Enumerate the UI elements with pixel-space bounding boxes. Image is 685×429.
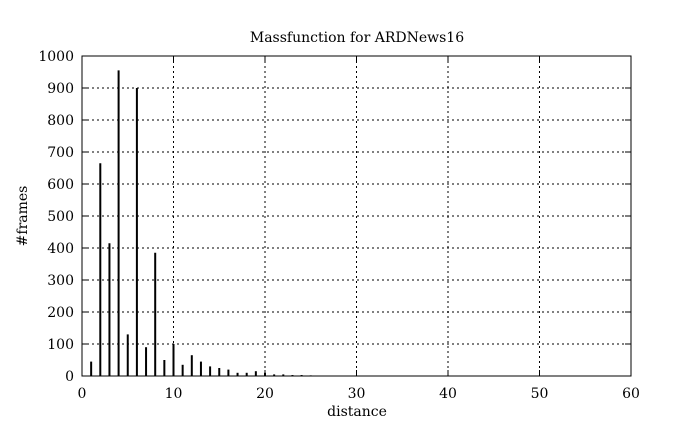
x-axis-label: distance xyxy=(327,404,387,420)
y-tick-label: 300 xyxy=(47,273,74,289)
y-tick-label: 500 xyxy=(47,209,74,225)
x-tick-label: 10 xyxy=(165,386,183,402)
x-tick-label: 50 xyxy=(531,386,549,402)
x-tick-label: 60 xyxy=(622,386,640,402)
plot-area-frame xyxy=(81,55,632,377)
y-tick-label: 800 xyxy=(47,113,74,129)
y-tick-label: 1000 xyxy=(38,49,74,65)
y-tick-label: 700 xyxy=(47,145,74,161)
y-tick-label: 900 xyxy=(47,81,74,97)
y-tick-label: 0 xyxy=(65,369,74,385)
x-tick-label: 20 xyxy=(256,386,274,402)
chart-title: Massfunction for ARDNews16 xyxy=(250,30,464,46)
axis-ticks: 0 100 200 300 400 500 600 700 800 900 1000 0 10 20 30 4… xyxy=(38,49,640,402)
x-tick-label: 0 xyxy=(78,386,87,402)
x-tick-label: 40 xyxy=(439,386,457,402)
grid-lines xyxy=(82,56,631,376)
y-tick-label: 400 xyxy=(47,241,74,257)
y-tick-label: 200 xyxy=(47,305,74,321)
y-tick-label: 100 xyxy=(47,337,74,353)
y-axis-label: #frames xyxy=(15,186,31,247)
y-tick-label: 600 xyxy=(47,177,74,193)
impulse-series xyxy=(90,70,312,376)
x-tick-label: 30 xyxy=(348,386,366,402)
